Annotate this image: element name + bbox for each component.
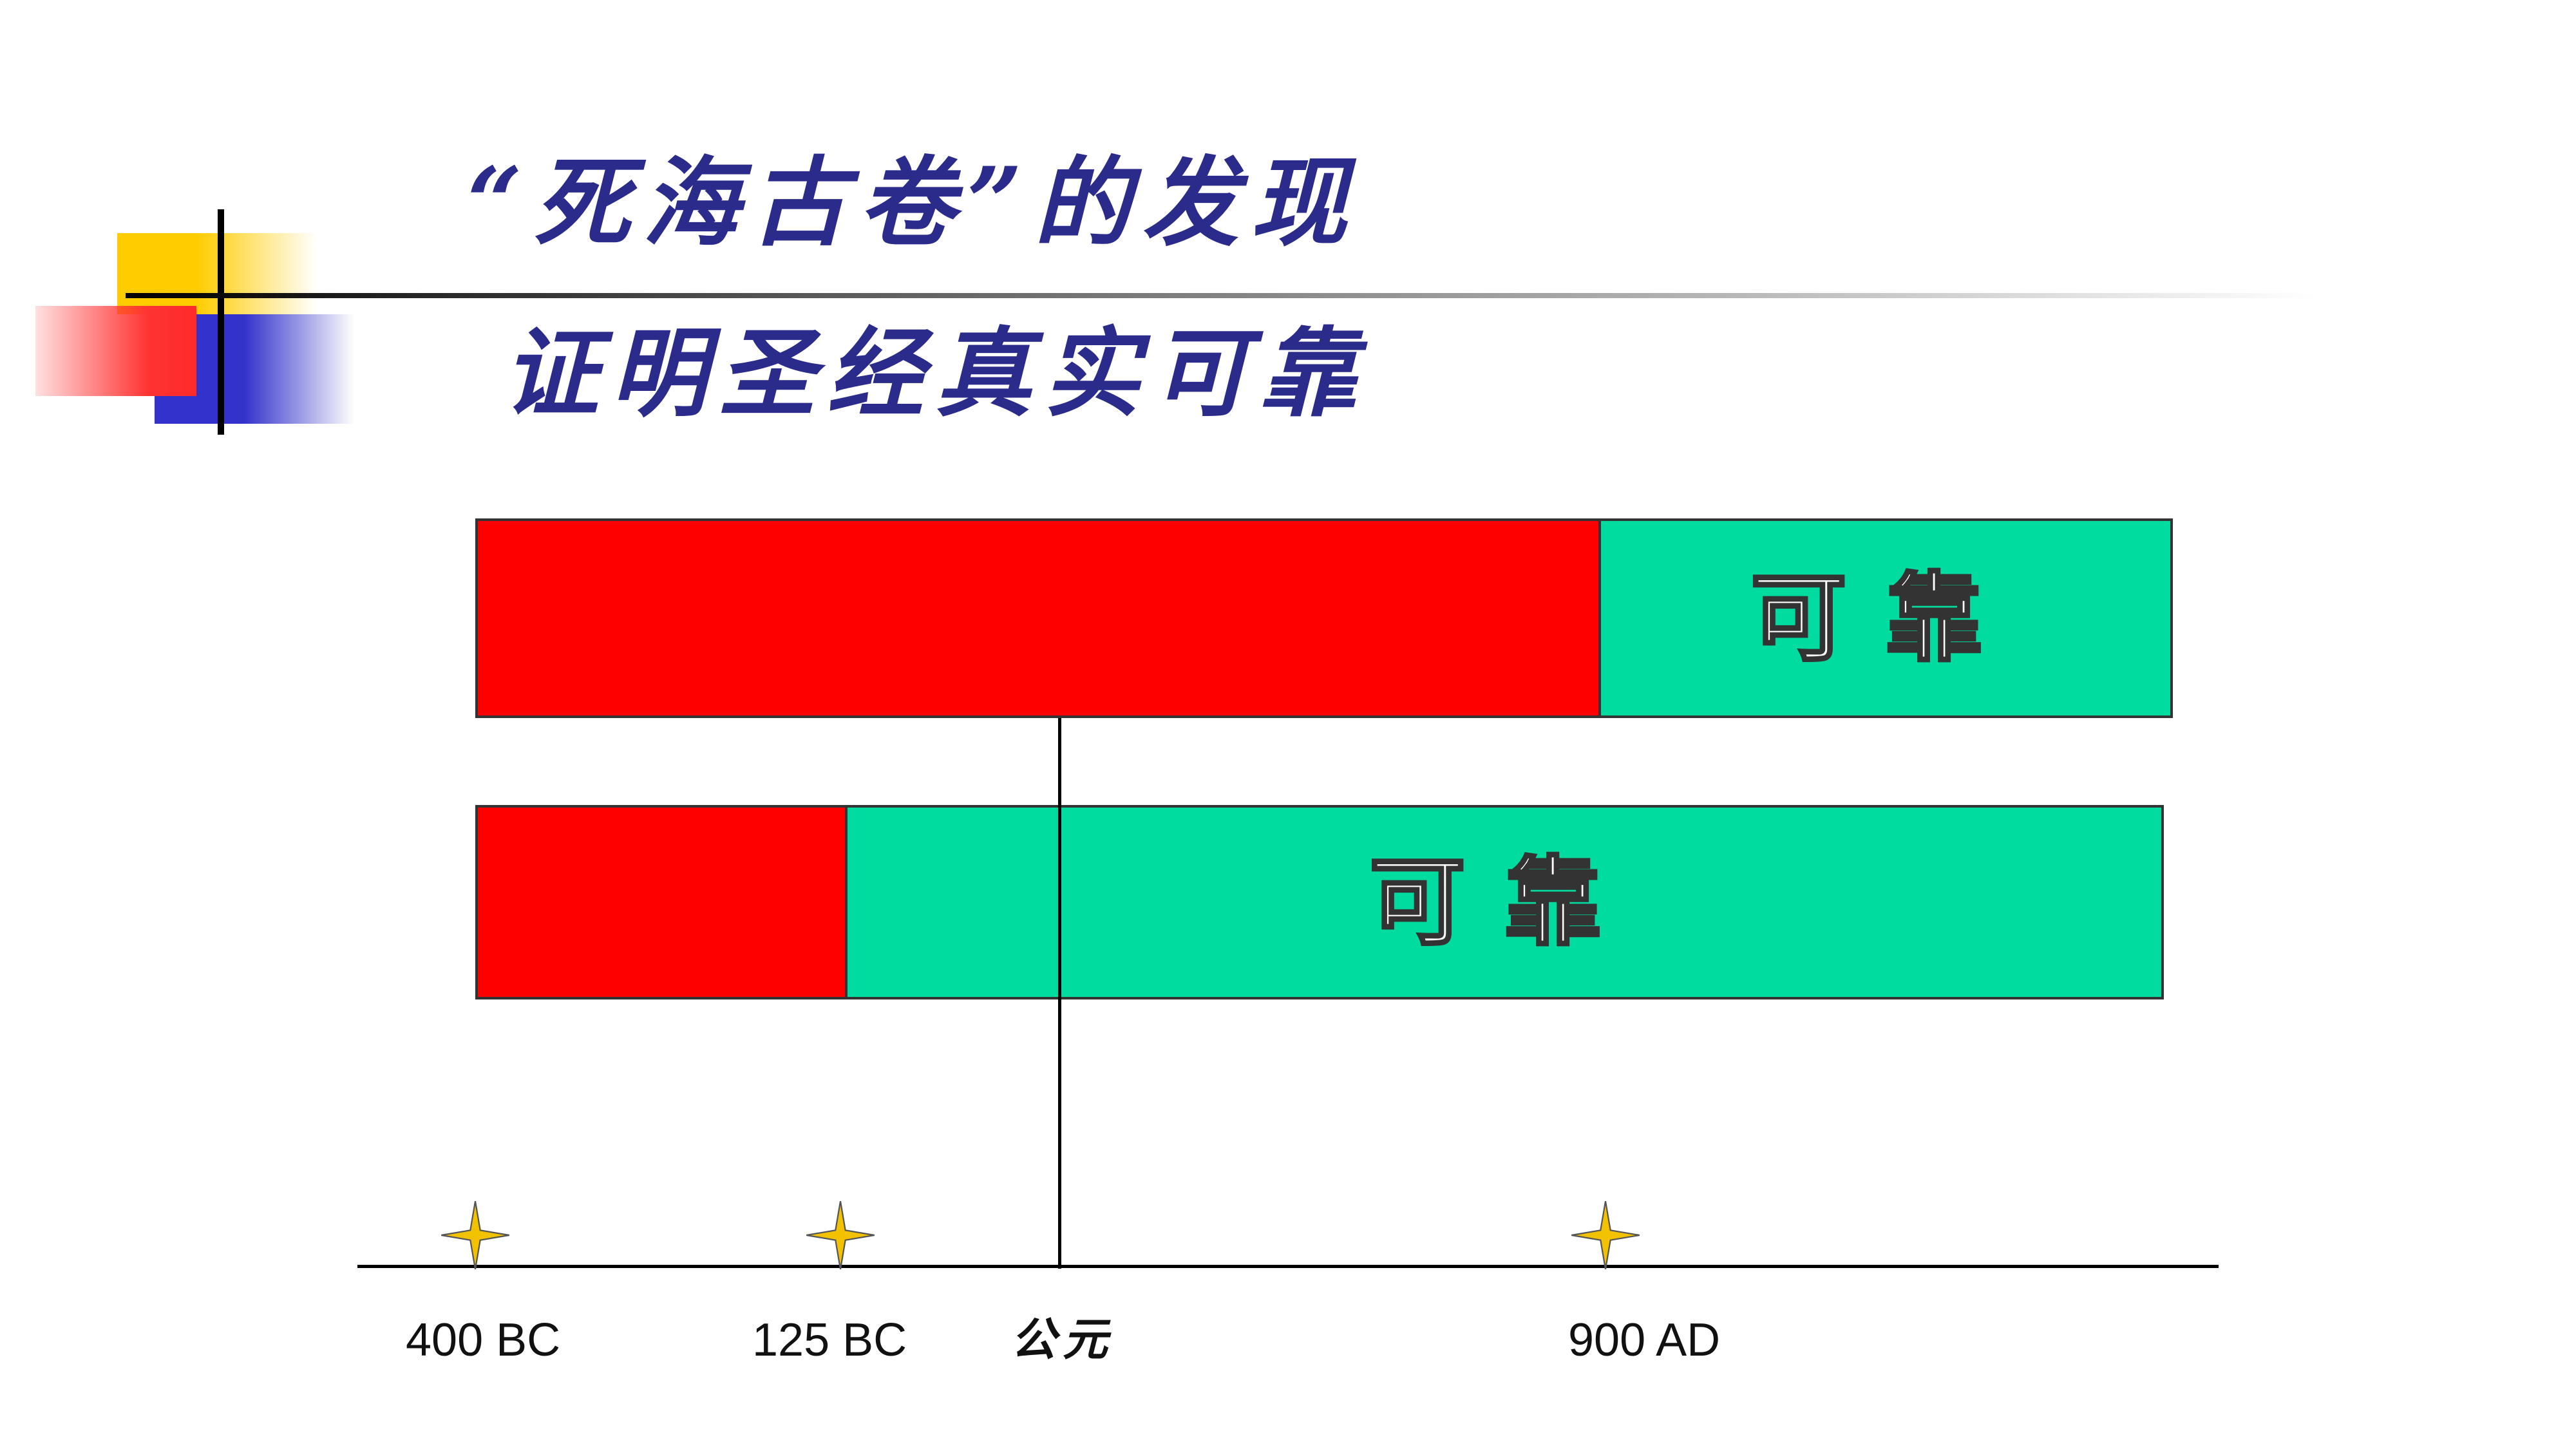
four-point-star-icon [806, 1201, 875, 1269]
timeline-axis [357, 1265, 2219, 1268]
bar-green-segment: 可靠 [844, 808, 2161, 997]
reliability-bar-2: 可靠 [475, 805, 2164, 999]
bar-green-segment: 可靠 [1598, 521, 2170, 715]
bar-label: 可靠 [1749, 562, 2021, 675]
bar-label: 可靠 [1368, 846, 1640, 959]
page-title: “死海古卷”的发现 [467, 146, 1359, 260]
timeline-label-common-era: 公元 [1011, 1312, 1114, 1366]
decor-vertical-line [218, 209, 224, 435]
decor-red-block [35, 306, 196, 396]
page-subtitle: 证明圣经真实可靠 [502, 317, 1368, 430]
four-point-star-icon [441, 1201, 509, 1269]
era-divider-line [1058, 718, 1061, 1269]
timeline-label-400bc: 400 BC [406, 1314, 561, 1366]
bar-red-segment [478, 808, 845, 997]
bar-red-segment [478, 521, 1598, 715]
four-point-star-icon [1571, 1201, 1640, 1269]
timeline-label-900ad: 900 AD [1568, 1314, 1721, 1366]
decor-yellow-block [117, 233, 317, 314]
reliability-bar-1: 可靠 [475, 518, 2173, 718]
title-divider-line [126, 293, 2315, 298]
timeline-label-125bc: 125 BC [752, 1314, 907, 1366]
